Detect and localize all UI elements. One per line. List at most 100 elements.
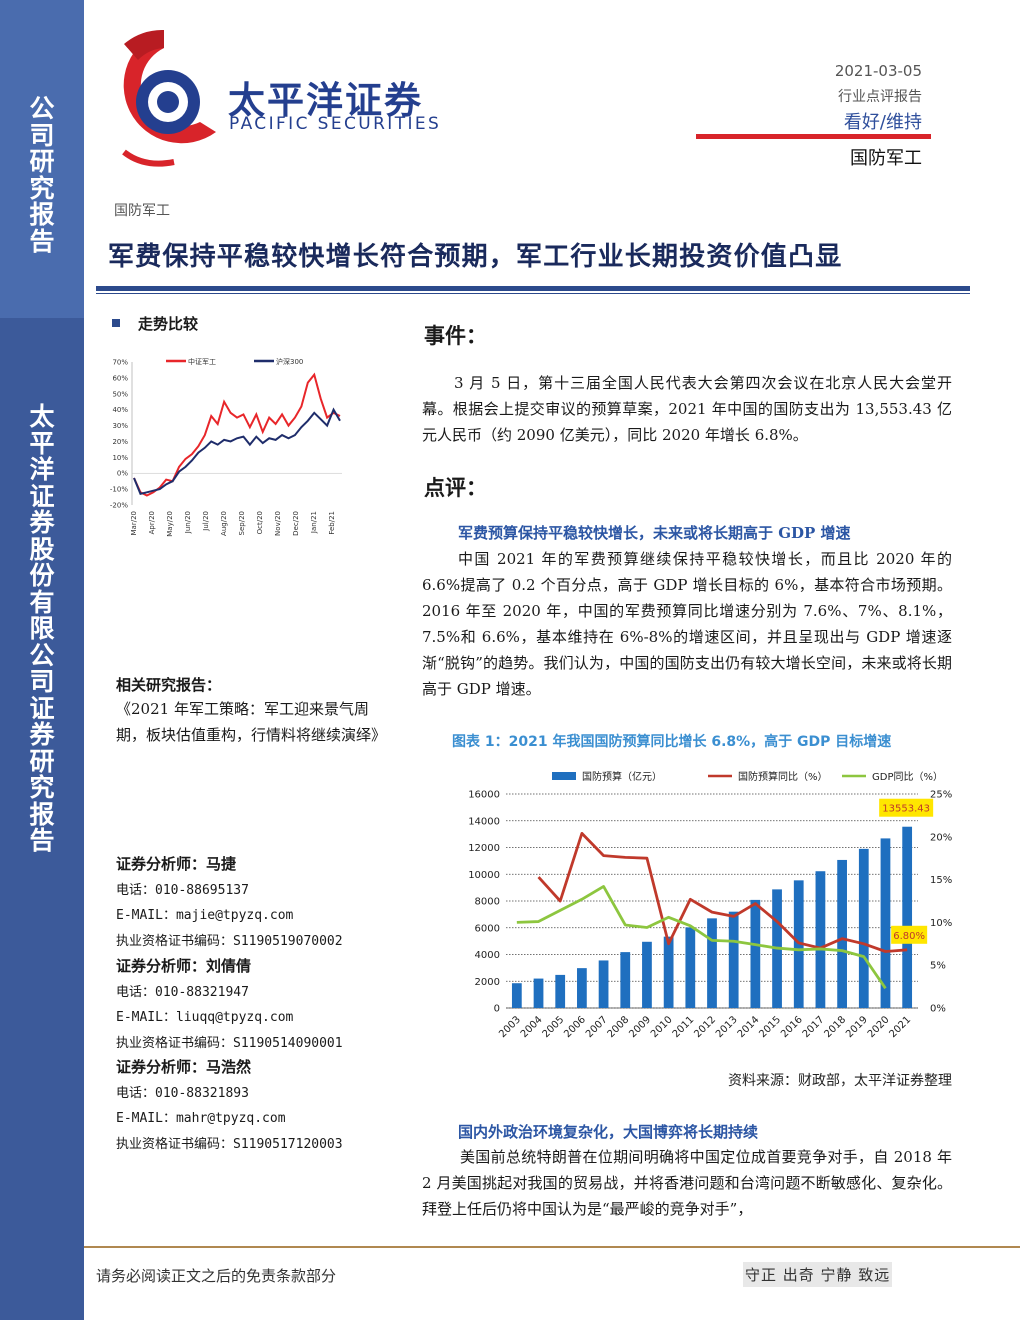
y-left-tick-label: 14000 [468,816,500,827]
side-char: 平 [29,428,55,458]
x-tick-label: 2019 [844,1014,870,1040]
analyst-email[interactable]: E-MAIL：majie@tpyzq.com [116,908,294,923]
x-tick-label: Dec/20 [292,511,300,536]
legend-label: 沪深300 [276,357,303,366]
y-tick-label: 20% [112,438,128,446]
comment-heading: 点评： [424,475,487,500]
x-tick-label: Apr/20 [148,511,156,534]
footer-disclaimer[interactable]: 请务必阅读正文之后的免责条款部分 [96,1267,337,1285]
side-char: 洋 [29,455,55,484]
x-tick-label: Sep/20 [238,511,246,535]
x-tick-label: Jul/20 [202,511,210,532]
related-report-link[interactable]: 《2021 年军工策略：军工迎来景气周期，板块估值重构，行情料将继续演绎》 [116,700,387,744]
budget-bar [533,978,544,1008]
report-date: 2021-03-05 [834,62,922,80]
y-tick-label: 60% [112,374,128,382]
budget-bar [728,911,739,1008]
annotation-label: 6.80% [893,931,925,942]
side-char: 券 [29,508,55,537]
budget-bar [511,983,522,1008]
side-char: 究 [29,173,55,203]
y-right-tick-label: 25% [930,790,952,801]
defense-budget-chart: 16000 14000 12000 10000 8000 6000 4000 2000 0 25%… [468,770,952,1040]
footer-rule [84,1246,1020,1248]
y-tick-label: -10% [110,486,128,494]
series-line [133,407,341,496]
title-rule-thin [96,293,970,294]
budget-bar [642,941,652,1008]
event-paragraph: 3 月 5 日，第十三届全国人民代表大会第四次会议在北京人民大会堂开幕。根据会上… [422,374,952,444]
x-tick-label: 2015 [757,1014,783,1040]
legend-label: 国防预算（亿元） [582,770,662,783]
x-tick-label: 2020 [866,1014,892,1040]
comment-paragraph-2: 美国前总统特朗普在位期间明确将中国定位成首要竞争对手，自 2018 年 2 月美… [422,1148,952,1218]
analyst-block: 证券分析师：马浩然 电话：010-88321893 E-MAIL：mahr@tp… [116,1055,343,1157]
y-tick-label: -20% [110,502,128,510]
trend-heading-text: 走势比较 [138,315,199,333]
budget-bar [858,848,869,1008]
side-char: 券 [29,720,55,749]
side-char: 研 [29,147,55,176]
subheading-budget: 军费预算保持平稳较快增长，未来或将长期高于 GDP 增速 [458,524,851,542]
page-title: 军费保持平稳较快增长符合预期，军工行业长期投资价值凸显 [108,242,843,272]
x-tick-label: 2009 [627,1014,653,1040]
side-char: 告 [29,226,55,256]
annotation-box [879,798,934,817]
y-tick-label: 40% [112,406,128,414]
analyst-block: 证券分析师：马捷 电话：010-88695137 E-MAIL：majie@tp… [116,852,343,954]
event-heading: 事件： [424,323,487,348]
budget-bar [663,936,674,1008]
pacific-logo-icon [122,29,216,167]
side-char: 研 [29,746,55,776]
series-line [516,885,887,990]
budget-bar [685,927,696,1008]
y-right-tick-label: 20% [930,832,952,843]
x-tick-label: Jun/20 [184,511,192,534]
legend-label: GDP同比（%） [872,771,943,783]
budget-bar [750,899,761,1008]
analyst-phone: 电话：010-88695137 [116,882,249,898]
figure-source: 资料来源：财政部，太平洋证券整理 [728,1073,952,1089]
y-left-tick-label: 12000 [468,843,500,854]
x-tick-label: 2006 [562,1014,588,1040]
legend-label: 中证军工 [188,357,216,366]
side-text-bottom: 太平洋证券股份有限公司证券研究报告 [22,403,62,855]
side-char: 究 [29,773,55,802]
side-char: 证 [29,693,55,723]
y-left-tick-label: 2000 [475,977,500,988]
y-tick-label: 70% [112,359,128,367]
kicker: 国防军工 [114,203,170,219]
report-type: 行业点评报告 [838,89,922,105]
x-tick-label: Oct/20 [256,511,264,534]
y-right-tick-label: 10% [930,918,952,929]
side-char: 证 [29,481,55,511]
side-char: 限 [29,614,55,643]
x-tick-label: 2007 [584,1014,610,1040]
analyst-license: 执业资格证书编码：S1190519070002 [116,933,343,949]
x-tick-label: Mar/20 [130,511,138,535]
analyst-email[interactable]: E-MAIL：liuqq@tpyzq.com [116,1010,294,1025]
budget-bar [837,859,847,1008]
budget-bar [577,968,587,1008]
x-tick-label: 2014 [736,1014,762,1040]
analyst-license: 执业资格证书编码：S1190514090001 [116,1035,343,1051]
side-char: 司 [29,120,55,150]
x-tick-label: Aug/20 [220,511,228,536]
x-tick-label: May/20 [166,511,174,537]
side-char: 报 [29,799,55,829]
series-line [537,831,908,953]
y-left-tick-label: 10000 [468,870,500,881]
side-char: 公 [29,640,55,670]
bullet-square-icon [112,318,120,327]
x-tick-label: 2008 [606,1014,632,1040]
rating: 看好/维持 [843,112,922,133]
side-char: 份 [29,561,55,590]
x-tick-label: 2017 [801,1014,827,1040]
budget-bar [598,960,609,1008]
y-tick-label: 30% [112,422,128,430]
x-tick-label: 2010 [649,1014,675,1040]
x-tick-label: Nov/20 [274,511,282,536]
y-tick-label: 10% [112,454,128,462]
y-right-tick-label: 5% [930,961,946,972]
analyst-email[interactable]: E-MAIL：mahr@tpyzq.com [116,1111,286,1126]
